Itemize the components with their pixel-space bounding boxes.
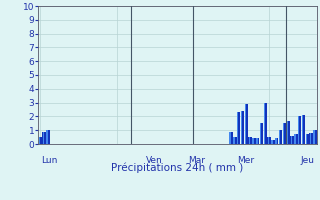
Bar: [294, 134, 298, 144]
Text: Mar: Mar: [188, 156, 205, 165]
Bar: [245, 104, 246, 144]
Bar: [260, 123, 261, 144]
Bar: [271, 140, 273, 144]
Bar: [313, 130, 316, 144]
Bar: [279, 130, 282, 144]
Bar: [283, 123, 284, 144]
Bar: [298, 116, 301, 144]
Bar: [252, 138, 256, 144]
Bar: [241, 111, 244, 144]
Bar: [291, 136, 292, 144]
Bar: [298, 116, 300, 144]
Bar: [43, 132, 44, 144]
Bar: [302, 115, 305, 144]
Bar: [256, 138, 260, 144]
Bar: [275, 138, 278, 144]
Bar: [233, 137, 235, 144]
Bar: [260, 123, 263, 144]
Text: Jeu: Jeu: [300, 156, 314, 165]
Text: Mer: Mer: [237, 156, 254, 165]
Bar: [302, 115, 303, 144]
Bar: [237, 112, 238, 144]
Bar: [271, 140, 275, 144]
Bar: [309, 133, 311, 144]
Bar: [229, 132, 233, 144]
X-axis label: Précipitations 24h ( mm ): Précipitations 24h ( mm ): [111, 162, 244, 173]
Bar: [248, 137, 252, 144]
Bar: [252, 138, 254, 144]
Bar: [306, 134, 307, 144]
Bar: [256, 138, 258, 144]
Bar: [290, 136, 294, 144]
Bar: [46, 130, 48, 144]
Bar: [229, 132, 231, 144]
Bar: [264, 103, 267, 144]
Bar: [39, 137, 40, 144]
Bar: [268, 137, 271, 144]
Bar: [287, 121, 288, 144]
Bar: [313, 130, 315, 144]
Bar: [264, 103, 265, 144]
Bar: [283, 123, 286, 144]
Bar: [241, 111, 242, 144]
Bar: [275, 138, 276, 144]
Bar: [309, 133, 313, 144]
Bar: [279, 130, 280, 144]
Bar: [306, 134, 309, 144]
Bar: [268, 137, 269, 144]
Bar: [43, 132, 46, 144]
Bar: [39, 137, 42, 144]
Bar: [286, 121, 290, 144]
Bar: [233, 137, 236, 144]
Bar: [294, 134, 296, 144]
Bar: [244, 104, 248, 144]
Bar: [46, 130, 50, 144]
Bar: [237, 112, 240, 144]
Text: Lun: Lun: [41, 156, 58, 165]
Bar: [249, 137, 250, 144]
Text: Ven: Ven: [146, 156, 162, 165]
